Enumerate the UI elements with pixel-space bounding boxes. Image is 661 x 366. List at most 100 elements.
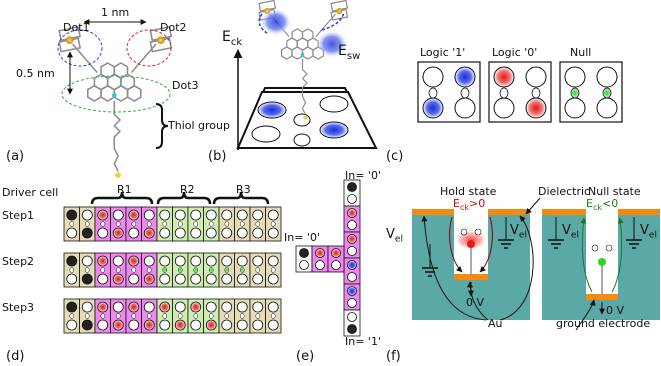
- null-dot: [256, 314, 260, 319]
- quantum-dot: [67, 256, 77, 266]
- wire-cell: [157, 253, 173, 287]
- quantum-dot: [268, 228, 278, 238]
- hold-vel-right-label: Vel: [510, 224, 527, 241]
- quantum-dot: [191, 256, 201, 266]
- null-vel-left-label: Vel: [562, 224, 579, 241]
- wire-cell: [204, 299, 220, 333]
- molecule-a: [59, 27, 171, 178]
- quantum-dot: [191, 302, 201, 312]
- wire-cell: [95, 253, 111, 287]
- logic-cell-0: [418, 62, 480, 122]
- quantum-dot: [423, 98, 443, 118]
- quantum-dot: [129, 228, 139, 238]
- null-dot: [271, 268, 275, 273]
- quantum-dot: [175, 210, 185, 220]
- carbon-ring: [303, 47, 313, 59]
- quantum-dot: [67, 302, 77, 312]
- panel-f-label: (f): [386, 350, 401, 363]
- null-dot: [85, 222, 89, 227]
- in-top-label: In= '0': [345, 170, 381, 181]
- quantum-dot: [332, 249, 341, 258]
- logic-cell-2: [560, 62, 622, 122]
- null-dot: [571, 88, 579, 98]
- null-vel-right-label: Vel: [640, 224, 657, 241]
- null-dot: [209, 222, 213, 227]
- null-top-left-electrode: [542, 209, 586, 215]
- quantum-dot: [144, 274, 154, 284]
- quantum-dot: [82, 210, 92, 220]
- wire-cell: [188, 207, 204, 241]
- plane-cell-mid-right: [294, 134, 310, 146]
- esw-arc-right: [322, 12, 344, 30]
- quantum-dot: [144, 320, 154, 330]
- wire-cell: [64, 299, 80, 333]
- wire-cell: [157, 299, 173, 333]
- wire-cell: [111, 207, 127, 241]
- metal-center: [157, 36, 165, 44]
- wire-cell: [111, 253, 127, 287]
- null-dot: [194, 222, 198, 227]
- quantum-dot: [237, 228, 247, 238]
- null-dot: [132, 222, 136, 227]
- panel-e-label: (e): [296, 350, 314, 363]
- wire-cell: [126, 207, 142, 241]
- wire-cell: [64, 253, 80, 287]
- quantum-dot: [268, 274, 278, 284]
- quantum-dot: [98, 302, 108, 312]
- quantum-dot: [348, 235, 357, 244]
- wire-cell: [219, 207, 235, 241]
- driver-label: Driver cell: [2, 187, 58, 198]
- quantum-dot: [348, 221, 357, 230]
- quantum-dot: [113, 256, 123, 266]
- hold-top-left-electrode: [412, 209, 454, 215]
- quantum-dot: [316, 249, 325, 258]
- null-dot: [101, 222, 105, 227]
- dot3-label: Dot3: [172, 80, 199, 91]
- null-dot: [225, 222, 229, 227]
- null-dot: [532, 88, 540, 98]
- hold-top-right-electrode: [488, 209, 530, 215]
- wire-step-2: [64, 253, 281, 287]
- null-dot: [194, 268, 198, 273]
- metal-center: [336, 8, 342, 14]
- plane-cell-top-right: [320, 96, 348, 112]
- eck-label: Eck: [222, 30, 242, 48]
- null-dot: [101, 314, 105, 319]
- null-dot: [429, 88, 437, 98]
- quantum-dot: [160, 302, 170, 312]
- null-bottom-electrode: [586, 294, 618, 300]
- gate-cell-v5: [344, 310, 360, 336]
- quantum-dot: [268, 210, 278, 220]
- ground-electrode-label: ground electrode: [556, 318, 650, 329]
- null-top-right-electrode: [618, 209, 660, 215]
- quantum-dot: [332, 261, 341, 270]
- null-dot: [116, 268, 120, 273]
- null-zero-label: 0 V: [606, 305, 624, 316]
- quantum-dot: [206, 256, 216, 266]
- null-field-label: Eck<0: [586, 198, 618, 212]
- quantum-dot: [175, 256, 185, 266]
- gate-cell-v1: [344, 206, 360, 232]
- quantum-dot: [348, 209, 357, 218]
- quantum-dot: [348, 325, 357, 334]
- in-left-label: In= '0': [284, 232, 320, 243]
- quantum-dot: [129, 320, 139, 330]
- quantum-dot: [191, 228, 201, 238]
- null-dot: [132, 268, 136, 273]
- quantum-dot: [348, 287, 357, 296]
- quantum-dot: [82, 256, 92, 266]
- carbon-ring: [303, 29, 313, 41]
- quantum-dot: [129, 302, 139, 312]
- quantum-dot: [144, 302, 154, 312]
- quantum-dot: [113, 210, 123, 220]
- wire-cell: [250, 299, 266, 333]
- null-dot: [178, 268, 182, 273]
- quantum-dot: [348, 299, 357, 308]
- wire-cell: [142, 253, 158, 287]
- wire-cell: [266, 299, 282, 333]
- null-title: Null: [570, 47, 591, 58]
- wire-cell: [95, 207, 111, 241]
- quantum-dot: [129, 210, 139, 220]
- null-dot: [178, 222, 182, 227]
- gate-cell-v4: [344, 284, 360, 310]
